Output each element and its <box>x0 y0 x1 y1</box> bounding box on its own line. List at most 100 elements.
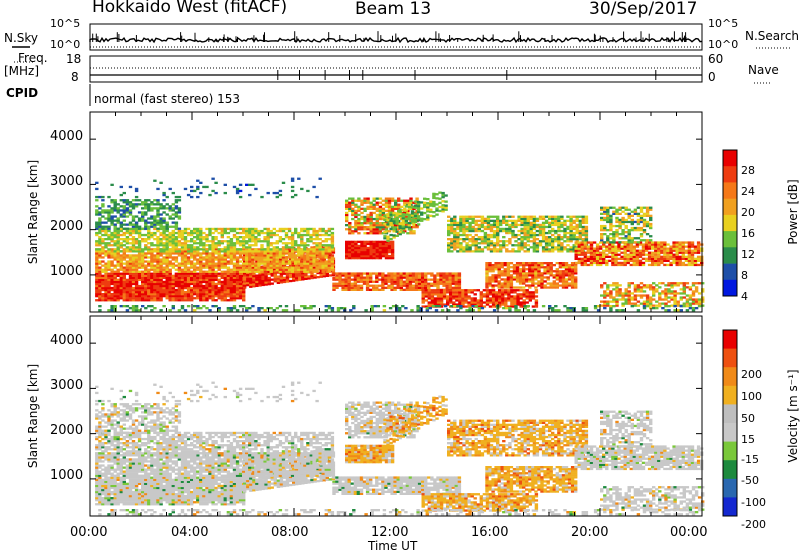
power-cell <box>304 275 308 278</box>
power-cell <box>144 246 148 249</box>
power-cell <box>137 240 142 243</box>
power-cell <box>125 238 130 241</box>
power-cell <box>351 232 355 235</box>
power-cell <box>208 297 212 300</box>
power-cell <box>110 248 114 251</box>
power-cell <box>119 295 123 298</box>
power-cell <box>529 215 533 218</box>
power-cell <box>572 238 576 241</box>
power-cell <box>162 231 166 235</box>
power-cell <box>348 209 352 212</box>
power-cell <box>144 256 148 259</box>
power-cell <box>150 254 154 257</box>
power-cell <box>543 266 547 269</box>
power-cell <box>330 260 335 263</box>
power-cell <box>162 262 166 265</box>
power-cell <box>107 297 111 300</box>
power-cell <box>534 286 538 289</box>
power-cell <box>159 250 163 253</box>
power-cell <box>344 282 348 285</box>
power-cell <box>235 293 240 296</box>
power-cell <box>348 222 352 225</box>
power-cell <box>180 248 185 251</box>
power-cell <box>310 276 314 280</box>
power-cell <box>287 246 292 249</box>
power-cell <box>439 303 444 306</box>
power-cell <box>344 284 348 287</box>
power-cell <box>459 242 463 245</box>
power-cell <box>483 246 488 249</box>
power-cell <box>399 288 403 291</box>
power-cell <box>387 205 392 208</box>
power-cell <box>162 242 166 245</box>
power-cell <box>229 242 234 245</box>
power-cell <box>159 240 163 243</box>
power-cell <box>104 250 108 253</box>
power-cell <box>457 284 462 287</box>
power-cell <box>393 286 397 289</box>
power-cell <box>131 264 136 267</box>
power-cell <box>116 280 120 284</box>
power-cell <box>498 289 502 292</box>
power-cell <box>159 272 163 275</box>
power-cell <box>560 242 564 245</box>
power-cell <box>162 256 166 259</box>
power-cell <box>162 288 166 292</box>
power-cell <box>183 250 188 253</box>
power-cell <box>147 231 151 235</box>
power-cell <box>448 272 452 275</box>
power-cell <box>448 282 452 285</box>
power-cell <box>107 209 111 212</box>
power-cell <box>441 200 445 203</box>
power-cell <box>483 225 488 229</box>
power-cell <box>98 288 102 292</box>
power-cell <box>584 229 589 233</box>
power-cell <box>147 199 151 202</box>
power-cell <box>544 240 549 243</box>
power-cell <box>494 276 498 279</box>
power-cell <box>464 291 468 294</box>
power-cell <box>144 211 148 214</box>
power-cell <box>282 268 287 271</box>
power-cell <box>433 278 437 281</box>
power-cell <box>122 276 126 279</box>
power-cell <box>503 264 507 267</box>
power-cell <box>528 286 532 289</box>
power-cell <box>122 244 126 247</box>
power-cell <box>447 250 451 253</box>
power-ytick-2000: 2000 <box>50 219 84 234</box>
power-cell <box>354 228 358 231</box>
power-cell <box>378 215 383 219</box>
power-cell <box>254 229 258 233</box>
power-cell <box>220 282 224 286</box>
power-cell <box>330 264 335 267</box>
power-cell <box>546 272 550 275</box>
power-cell <box>223 291 227 294</box>
power-cell <box>211 256 215 259</box>
power-cell <box>325 270 329 273</box>
power-cell <box>459 217 463 220</box>
power-cell <box>290 236 295 239</box>
power-cell <box>378 209 383 212</box>
power-cell <box>232 291 237 294</box>
power-cell <box>416 211 421 214</box>
power-cell <box>541 236 546 239</box>
power-cell <box>390 242 395 246</box>
power-cell <box>190 248 194 251</box>
power-cell <box>275 246 279 249</box>
power-cell <box>260 244 264 247</box>
power-cell <box>260 229 264 233</box>
power-cell <box>193 231 197 235</box>
power-cell <box>444 200 448 203</box>
power-cell <box>186 256 191 259</box>
power-cell <box>202 286 206 290</box>
power-cell <box>464 299 468 302</box>
power-cell <box>572 233 576 237</box>
power-cell <box>193 274 197 277</box>
power-cell <box>144 199 148 202</box>
power-cell <box>507 293 511 296</box>
power-cell <box>506 286 511 289</box>
power-cell <box>494 274 498 277</box>
power-cell <box>555 282 559 285</box>
power-cell <box>251 238 255 241</box>
